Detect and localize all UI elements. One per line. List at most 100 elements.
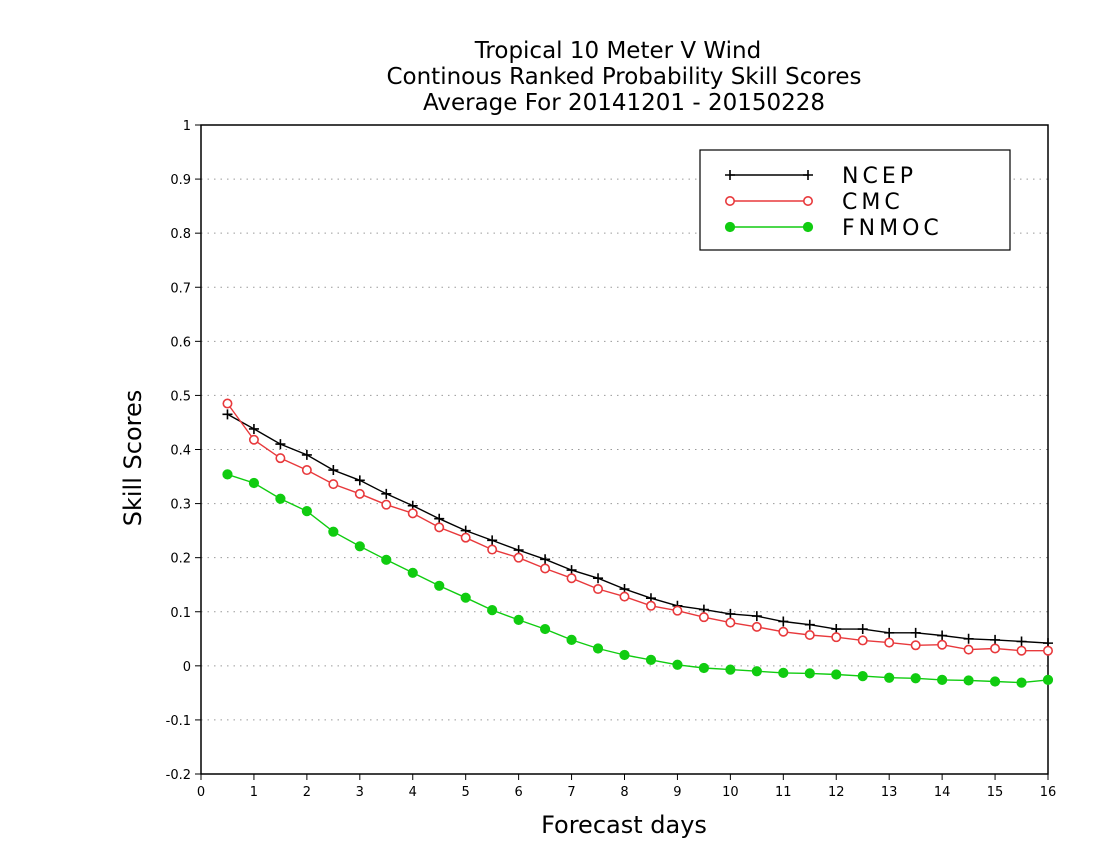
data-point	[778, 667, 789, 678]
data-point	[725, 617, 736, 628]
legend-marker	[803, 170, 813, 180]
data-point	[381, 554, 392, 565]
data-point	[354, 475, 365, 486]
data-point	[645, 654, 657, 665]
gridlines	[201, 178, 1048, 721]
data-point	[725, 608, 736, 619]
y-tick-label: 0.5	[170, 389, 191, 404]
legend-marker	[724, 196, 735, 207]
legend-box	[699, 149, 1011, 251]
legend-marker	[802, 196, 813, 207]
data-point	[434, 580, 445, 591]
chart-title-line-2: Continous Ranked Probability Skill Score…	[386, 64, 861, 90]
data-point	[566, 573, 577, 584]
data-point	[434, 513, 445, 524]
data-point	[751, 621, 762, 632]
data-point	[540, 563, 551, 574]
data-point	[460, 592, 471, 603]
x-tick-label: 7	[567, 785, 575, 800]
data-point	[301, 449, 312, 460]
x-tick-label: 3	[356, 785, 364, 800]
series-cmc	[222, 398, 1054, 656]
data-point	[619, 649, 630, 661]
data-point	[990, 643, 1001, 654]
data-point	[725, 664, 736, 675]
data-point	[884, 637, 895, 648]
legend-entry-fnmoc: FNMOC	[724, 216, 939, 241]
data-point	[328, 479, 339, 490]
data-point	[248, 423, 259, 434]
data-point	[275, 493, 286, 504]
legend-marker	[802, 221, 814, 233]
y-tick-label: 0	[183, 660, 191, 675]
data-point	[222, 409, 233, 420]
data-point	[513, 614, 524, 625]
y-axis-label: Skill Scores	[119, 390, 147, 527]
series-line	[226, 403, 1048, 652]
data-point	[804, 619, 815, 630]
y-tick-label: 0.3	[170, 498, 191, 513]
chart-title-line-1: Tropical 10 Meter V Wind	[474, 38, 761, 64]
data-point	[672, 605, 683, 616]
data-point	[222, 398, 233, 409]
data-point	[222, 469, 233, 480]
x-tick-label: 11	[775, 785, 792, 800]
data-point	[434, 522, 445, 533]
y-tick-label: 1	[183, 119, 191, 134]
y-tick-label: 0.2	[170, 552, 191, 567]
x-tick-label: 5	[462, 785, 470, 800]
data-point	[778, 626, 789, 637]
data-point	[857, 635, 868, 646]
data-point	[990, 634, 1001, 645]
data-point	[937, 639, 948, 650]
x-tick-label: 8	[620, 785, 628, 800]
y-tick-label: 0.8	[170, 227, 191, 242]
data-point	[248, 477, 260, 489]
data-point	[672, 659, 683, 670]
y-tick-label: 0.4	[170, 444, 191, 459]
data-point	[857, 671, 868, 682]
data-point	[937, 630, 948, 641]
x-tick-label: 13	[881, 785, 898, 800]
series-line	[227, 413, 1049, 644]
axis-ticks: -0.2-0.100.10.20.30.40.50.60.70.80.910 1 2…	[166, 119, 1057, 800]
data-point	[539, 623, 551, 635]
y-tick-label: 0.6	[170, 335, 191, 350]
data-point	[513, 552, 524, 563]
x-tick-label: 9	[673, 785, 681, 800]
y-tick-label: 0.7	[170, 281, 191, 296]
data-point	[1016, 677, 1027, 688]
data-point	[275, 439, 286, 450]
data-point	[566, 634, 577, 645]
data-point	[963, 675, 974, 686]
data-point	[354, 488, 365, 499]
data-point	[328, 465, 339, 476]
legend-marker	[725, 170, 735, 180]
data-point	[910, 640, 921, 651]
data-point	[751, 611, 762, 622]
series-layer	[222, 398, 1054, 688]
legend-label: NCEP	[842, 164, 917, 189]
chart-title-line-3: Average For 20141201 - 20150228	[423, 90, 825, 116]
plot-frame	[200, 124, 1049, 775]
data-point	[301, 465, 312, 476]
data-point	[487, 535, 498, 546]
data-point	[989, 676, 1001, 687]
data-point	[487, 605, 498, 616]
data-point	[910, 673, 921, 684]
data-point	[328, 526, 339, 537]
data-point	[460, 532, 471, 543]
data-point	[354, 541, 365, 552]
x-tick-label: 12	[828, 785, 845, 800]
data-point	[407, 508, 418, 519]
data-point	[804, 630, 815, 641]
y-tick-label: -0.2	[166, 768, 191, 783]
legend-entry-cmc: CMC	[724, 190, 900, 215]
data-point	[248, 434, 259, 445]
data-point	[592, 643, 604, 654]
x-tick-label: 10	[722, 785, 739, 800]
x-tick-label: 14	[934, 785, 951, 800]
data-point	[751, 666, 762, 677]
